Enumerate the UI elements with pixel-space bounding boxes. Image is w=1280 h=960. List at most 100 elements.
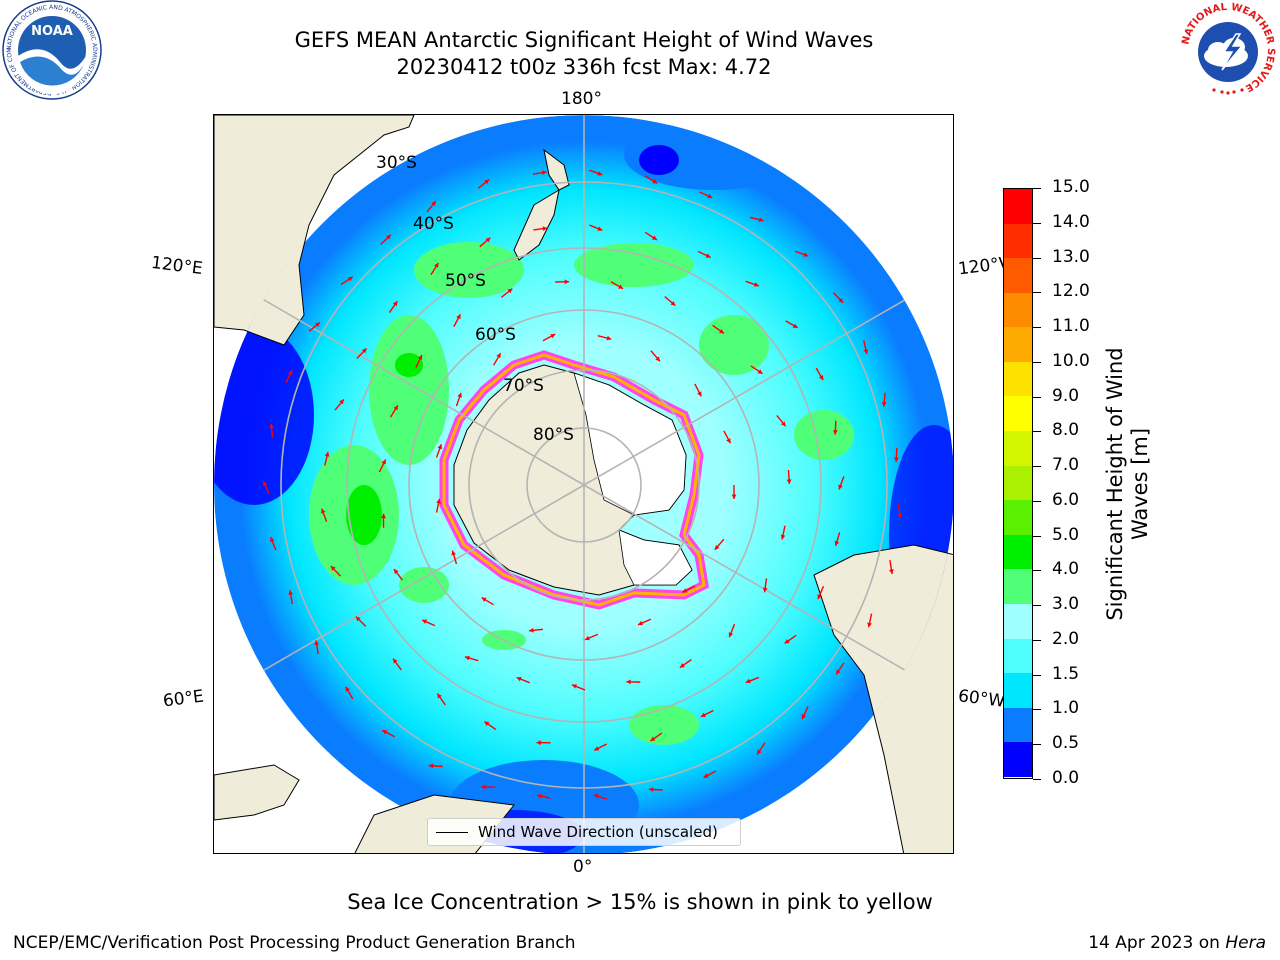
wave-direction-arrowhead	[784, 638, 790, 644]
colorbar-segment	[1004, 431, 1032, 466]
wave-direction-arrowhead	[542, 226, 548, 232]
wave-direction-arrowhead	[288, 370, 293, 376]
nws-logo: NATIONAL WEATHER SERVICE	[1180, 2, 1276, 98]
polar-map	[214, 115, 953, 853]
wave-direction-arrowhead	[457, 392, 462, 398]
chart-title: GEFS MEAN Antarctic Significant Height o…	[294, 28, 874, 52]
wave-direction-arrowhead	[758, 217, 764, 223]
wave-direction-arrowhead	[757, 369, 763, 374]
wave-direction-arrowhead	[817, 594, 822, 600]
colorbar-segment	[1004, 638, 1032, 674]
wave-direction-arrowhead	[707, 193, 713, 199]
colorbar-segment	[1004, 327, 1032, 362]
wave-direction-arrowhead	[719, 328, 725, 334]
wave-direction-arrowhead	[745, 678, 751, 684]
wave-direction-arrowhead	[386, 234, 391, 240]
wave-direction-arrowhead	[431, 201, 436, 207]
wave-direction-arrowhead	[881, 401, 887, 407]
wave-direction-arrowhead	[428, 763, 434, 769]
wave-direction-arrowhead	[422, 619, 428, 624]
wave-direction-arrowhead	[484, 721, 490, 727]
colorbar-tick	[1033, 744, 1041, 746]
lat-label-60s: 60°S	[475, 325, 516, 345]
wave-direction-arrowhead	[893, 457, 899, 462]
wave-direction-arrowhead	[703, 773, 709, 778]
wave-direction-arrowhead	[597, 171, 603, 176]
wave-direction-arrowhead	[382, 730, 388, 735]
colorbar-segment	[1004, 500, 1032, 535]
wave-direction-arrowhead	[832, 430, 838, 435]
wave-direction-arrowhead	[345, 686, 350, 692]
noaa-logo: NATIONAL OCEANIC AND ATMOSPHERIC ADMINIS…	[2, 0, 102, 100]
wave-direction-arrowhead	[670, 300, 676, 306]
colorbar-tick-label: 6.0	[1052, 489, 1080, 510]
colorbar-tick	[1033, 779, 1041, 780]
colorbar-tick-label: 0.5	[1052, 733, 1080, 754]
colorbar-tick-label: 15.0	[1052, 177, 1090, 197]
wave-direction-arrowhead	[321, 508, 326, 514]
wave-direction-arrowhead	[437, 693, 442, 699]
colorbar-tick-label: 0.0	[1052, 768, 1080, 788]
colorbar-segment	[1004, 189, 1032, 224]
wave-direction-arrowhead	[728, 632, 734, 638]
colorbar-segment	[1004, 603, 1032, 639]
wave-direction-arrowhead	[889, 569, 894, 574]
colorbar-tick-label: 1.0	[1052, 698, 1080, 719]
wave-direction-arrowhead	[262, 481, 268, 487]
colorbar-tick-label: 8.0	[1052, 420, 1080, 441]
wave-direction-arrowhead	[731, 494, 737, 499]
wave-direction-arrowhead	[780, 534, 786, 540]
wave-direction-arrowhead	[753, 282, 759, 287]
colorbar-tick	[1033, 570, 1041, 572]
wave-direction-arrowhead	[542, 170, 547, 176]
wave-direction-arrowhead	[786, 479, 792, 484]
wave-direction-arrowhead	[705, 253, 711, 258]
wave-direction-arrowhead	[867, 622, 872, 628]
colorbar-segment	[1004, 742, 1032, 777]
map-legend: Wind Wave Direction (unscaled)	[427, 818, 741, 846]
colorbar-tick	[1033, 709, 1041, 711]
colorbar-tick	[1033, 500, 1041, 502]
wave-direction-arrowhead	[485, 237, 491, 243]
wave-direction-arrowhead	[757, 749, 762, 755]
wave-direction-arrowhead	[393, 658, 398, 664]
wave-direction-arrowhead	[838, 484, 843, 490]
wave-direction-arrowhead	[355, 616, 361, 622]
colorbar	[1003, 188, 1033, 779]
colorbar-tick	[1033, 674, 1041, 676]
wave-direction-arrowhead	[682, 588, 688, 593]
lon-label-0: 0°	[573, 857, 593, 877]
wave-direction-arrowhead	[818, 375, 824, 381]
colorbar-tick-label: 4.0	[1052, 559, 1080, 580]
wave-direction-arrowhead	[593, 793, 599, 799]
wave-direction-arrowhead	[339, 399, 344, 405]
wave-direction-arrowhead	[838, 297, 844, 303]
wave-direction-arrowhead	[347, 276, 353, 282]
footer-host: Hera	[1225, 933, 1266, 953]
colorbar-tick-label: 9.0	[1052, 385, 1080, 406]
footer-credit: NCEP/EMC/Verification Post Processing Pr…	[13, 933, 576, 953]
graticule	[214, 115, 953, 853]
wave-direction-arrowhead	[393, 569, 399, 574]
colorbar-tick-label: 7.0	[1052, 455, 1080, 476]
wave-direction-arrowhead	[361, 348, 367, 354]
colorbar-tick-label: 2.0	[1052, 628, 1080, 649]
wave-direction-arrowhead	[315, 322, 321, 328]
lat-label-30s: 30°S	[376, 153, 417, 173]
wave-direction-arrowhead	[863, 349, 869, 355]
colorbar-segment	[1004, 223, 1032, 259]
sea-ice-edge	[439, 350, 709, 610]
wave-direction-arrowhead	[536, 793, 542, 799]
wave-direction-arrowhead	[437, 444, 443, 450]
colorbar-tick-label: 11.0	[1052, 316, 1090, 337]
wave-direction-arrowhead	[507, 288, 513, 294]
wave-direction-arrowhead	[564, 279, 570, 285]
colorbar-segment	[1004, 258, 1032, 293]
colorbar-segment	[1004, 707, 1032, 743]
wave-direction-arrowhead	[330, 566, 336, 571]
noaa-logo-text: NOAA	[31, 24, 73, 39]
colorbar-segment	[1004, 361, 1032, 397]
wave-direction-arrowhead	[270, 536, 275, 542]
wind-wave-arrows	[262, 169, 903, 800]
wave-direction-arrowhead	[637, 620, 643, 626]
